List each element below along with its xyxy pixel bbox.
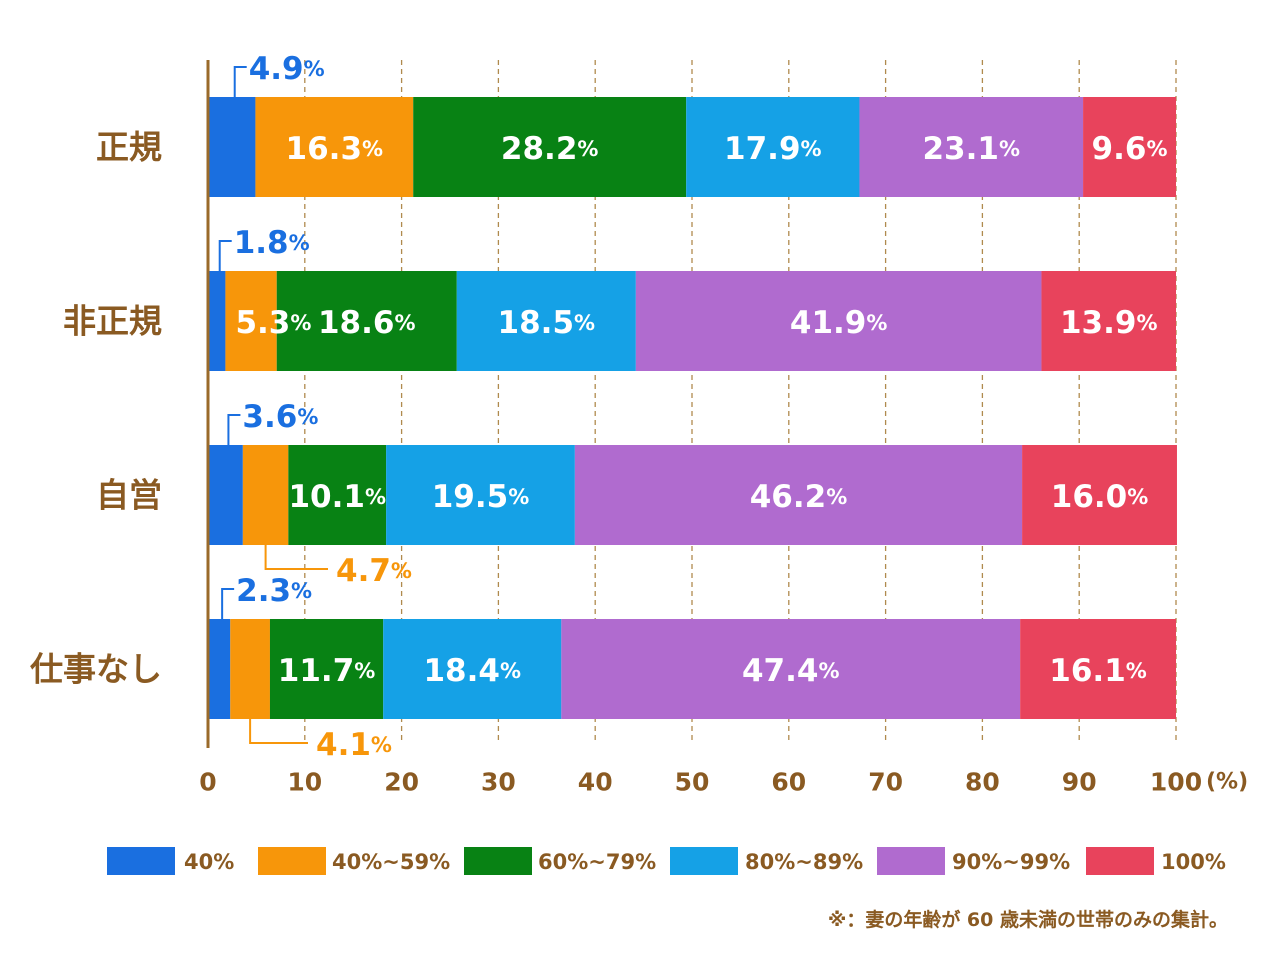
x-tick-label: 40 xyxy=(578,768,613,797)
data-label: 46.2% xyxy=(750,479,848,515)
data-label: 4.7% xyxy=(336,553,412,589)
data-label: 2.3% xyxy=(236,573,312,609)
data-label: 1.8% xyxy=(234,225,310,261)
data-label: 17.9% xyxy=(724,131,822,167)
bar-segment xyxy=(456,271,636,371)
data-label: 4.9% xyxy=(249,51,325,87)
bar-segment xyxy=(1041,271,1176,371)
data-label: 41.9% xyxy=(790,305,888,341)
bar-segment xyxy=(386,445,575,545)
legend-swatch xyxy=(877,847,945,875)
legend-label: 40% xyxy=(184,850,234,874)
x-tick-label: 20 xyxy=(384,768,419,797)
bar-segment xyxy=(255,97,414,197)
bar-segment xyxy=(1022,445,1177,545)
callout-line xyxy=(227,414,241,445)
legend-swatch xyxy=(1086,847,1154,875)
bar-segment xyxy=(561,619,1021,719)
callout-line xyxy=(233,66,247,97)
bar-segment xyxy=(208,271,226,371)
data-label: 19.5% xyxy=(432,479,530,515)
data-label: 18.6% xyxy=(318,305,416,341)
category-label: 仕事なし xyxy=(30,650,162,689)
data-label: 13.9% xyxy=(1060,305,1158,341)
x-tick-label: 50 xyxy=(675,768,710,797)
data-label: 16.3% xyxy=(286,131,384,167)
legend-swatch xyxy=(464,847,532,875)
legend-label: 40%~59% xyxy=(332,850,450,874)
x-tick-label: 10 xyxy=(287,768,322,797)
data-label: 18.5% xyxy=(498,305,596,341)
bar-segment xyxy=(413,97,687,197)
callout-line xyxy=(264,545,328,570)
data-label: 5.3% xyxy=(235,305,311,341)
x-tick-label: 80 xyxy=(965,768,1000,797)
x-tick-label: 0 xyxy=(199,768,216,797)
data-label: 4.1% xyxy=(316,727,392,763)
data-label: 23.1% xyxy=(922,131,1020,167)
data-label: 47.4% xyxy=(742,653,840,689)
x-unit-label: (%) xyxy=(1206,770,1248,795)
bar-segment xyxy=(230,619,270,719)
x-tick-label: 30 xyxy=(481,768,516,797)
legend-label: 60%~79% xyxy=(538,850,656,874)
bar-segment xyxy=(1020,619,1176,719)
data-label: 28.2% xyxy=(501,131,599,167)
x-tick-label: 60 xyxy=(771,768,806,797)
legend-label: 100% xyxy=(1161,850,1226,874)
x-tick-label: 90 xyxy=(1062,768,1097,797)
bar-segment xyxy=(269,619,384,719)
bar-segment xyxy=(208,97,256,197)
data-label: 11.7% xyxy=(278,653,376,689)
bar-segment xyxy=(635,271,1042,371)
callout-line xyxy=(221,588,235,619)
category-label: 自営 xyxy=(96,476,162,515)
category-label: 非正規 xyxy=(63,302,162,341)
category-label: 正規 xyxy=(96,128,162,167)
bar-segment xyxy=(208,445,243,545)
x-tick-label: 70 xyxy=(868,768,903,797)
legend-label: 90%~99% xyxy=(952,850,1070,874)
legend-label: 80%~89% xyxy=(745,850,863,874)
bar-segment xyxy=(242,445,289,545)
legend-swatch xyxy=(670,847,738,875)
bar-segment xyxy=(225,271,277,371)
bar-segment xyxy=(383,619,562,719)
data-label: 3.6% xyxy=(242,399,318,435)
bar-segment xyxy=(574,445,1023,545)
data-label: 18.4% xyxy=(423,653,521,689)
data-label: 16.0% xyxy=(1051,479,1149,515)
x-tick-label: 100 xyxy=(1150,768,1202,797)
bar-segment xyxy=(288,445,387,545)
data-label: 16.1% xyxy=(1049,653,1147,689)
callout-line xyxy=(249,719,308,744)
footnote: ※：妻の年齢が 60 歳未満の世帯のみの集計。 xyxy=(827,909,1228,931)
bar-segment xyxy=(208,619,231,719)
legend-swatch xyxy=(107,847,175,875)
data-label: 9.6% xyxy=(1092,131,1168,167)
bar-segment xyxy=(1083,97,1176,197)
bar-segment xyxy=(859,97,1084,197)
data-label: 10.1% xyxy=(288,479,386,515)
callout-line xyxy=(218,240,232,271)
bar-segment xyxy=(686,97,860,197)
legend-swatch xyxy=(258,847,326,875)
bar-segment xyxy=(276,271,457,371)
